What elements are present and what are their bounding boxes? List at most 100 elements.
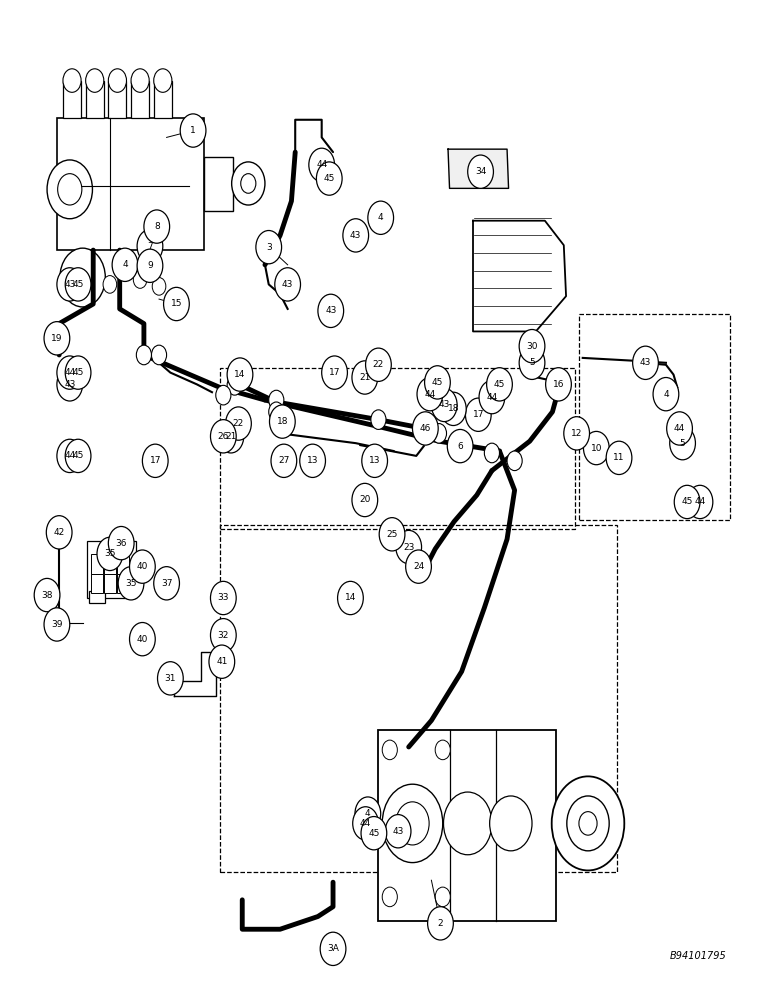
Circle shape [564,417,590,450]
Circle shape [343,219,368,252]
Circle shape [687,485,713,519]
FancyBboxPatch shape [63,81,81,118]
Text: 43: 43 [64,380,76,389]
Circle shape [130,622,155,656]
Circle shape [579,812,597,835]
Circle shape [337,581,364,615]
Text: 44: 44 [64,451,76,460]
Circle shape [412,412,438,445]
Circle shape [241,174,256,193]
Polygon shape [174,652,216,696]
Circle shape [86,69,103,92]
Circle shape [97,537,123,571]
Circle shape [309,148,334,182]
Text: 45: 45 [73,451,84,460]
Text: 43: 43 [282,280,293,289]
Circle shape [218,420,244,453]
Circle shape [606,441,632,475]
Circle shape [154,567,179,600]
Text: 43: 43 [438,400,450,409]
Circle shape [211,619,236,652]
Circle shape [366,348,391,381]
Circle shape [553,375,567,394]
Circle shape [361,817,387,850]
Text: 45: 45 [73,280,84,289]
Circle shape [435,887,450,907]
Text: 23: 23 [403,543,415,552]
Text: 14: 14 [345,593,356,602]
Text: 13: 13 [306,456,318,465]
FancyBboxPatch shape [86,81,103,118]
FancyBboxPatch shape [205,157,233,211]
Circle shape [486,368,513,401]
Circle shape [432,424,446,443]
Circle shape [227,376,242,395]
Text: 21: 21 [359,373,371,382]
Circle shape [479,380,505,414]
Text: 13: 13 [369,456,381,465]
Circle shape [57,268,83,301]
Circle shape [65,439,91,473]
Circle shape [667,412,692,445]
Circle shape [447,429,473,463]
Circle shape [60,248,105,307]
Circle shape [371,410,386,429]
Circle shape [318,294,344,328]
Circle shape [130,550,155,583]
Circle shape [164,287,189,321]
Text: 18: 18 [276,417,288,426]
Text: 38: 38 [42,591,52,600]
Circle shape [552,776,625,870]
Circle shape [484,443,499,463]
Circle shape [118,567,144,600]
Polygon shape [473,221,566,331]
Circle shape [112,248,138,281]
Circle shape [275,268,300,301]
Text: 45: 45 [432,378,443,387]
Circle shape [443,792,492,855]
Circle shape [352,483,378,517]
Circle shape [44,322,69,355]
Text: 44: 44 [694,497,706,506]
Circle shape [103,276,117,293]
Circle shape [269,390,284,410]
Circle shape [142,444,168,477]
Text: 27: 27 [278,456,290,465]
Circle shape [157,662,183,695]
FancyBboxPatch shape [131,81,149,118]
Circle shape [546,368,571,401]
Text: 7: 7 [147,242,153,251]
Text: 15: 15 [171,300,182,308]
Circle shape [58,174,82,205]
Circle shape [405,550,432,583]
Text: 4: 4 [122,260,128,269]
Circle shape [507,451,522,471]
Text: 2: 2 [438,919,443,928]
Circle shape [211,420,236,453]
Circle shape [317,162,342,195]
Text: 32: 32 [218,631,229,640]
Text: 43: 43 [640,358,652,367]
Circle shape [632,346,659,379]
Text: 43: 43 [325,306,337,315]
Text: 45: 45 [368,829,380,838]
Text: 12: 12 [571,429,582,438]
Circle shape [669,426,696,460]
Circle shape [417,377,443,411]
Circle shape [131,69,149,92]
Text: B94101795: B94101795 [669,951,726,961]
Text: 37: 37 [161,579,172,588]
Text: 43: 43 [64,280,76,289]
Circle shape [57,368,83,401]
Circle shape [489,796,532,851]
FancyBboxPatch shape [117,554,129,574]
Circle shape [180,114,206,147]
Text: 22: 22 [233,419,244,428]
FancyBboxPatch shape [103,574,116,593]
Circle shape [137,230,163,263]
Circle shape [367,201,394,234]
Text: 18: 18 [448,404,459,413]
Circle shape [653,377,679,411]
Circle shape [63,69,81,92]
Circle shape [152,278,166,295]
